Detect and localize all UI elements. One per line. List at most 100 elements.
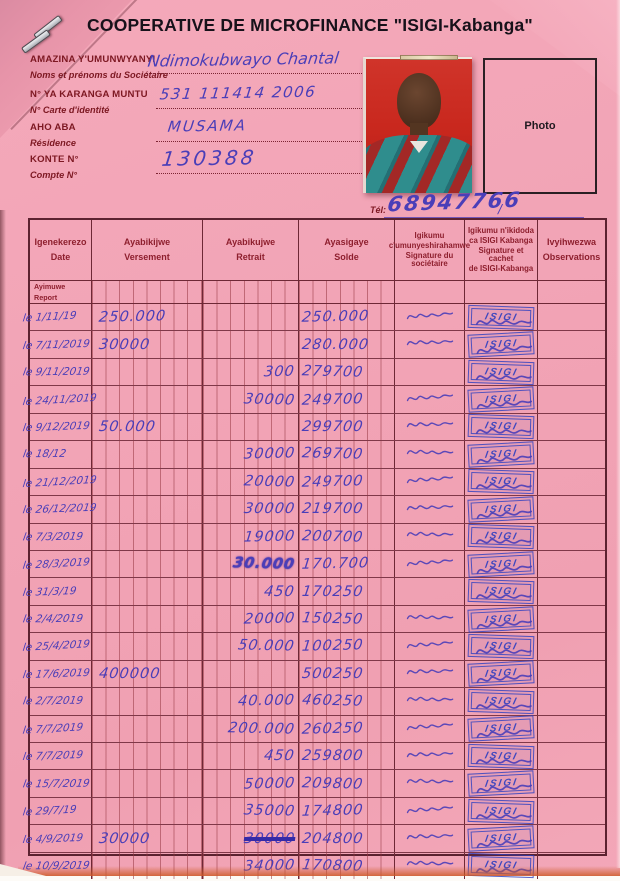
date-cell: le 10/9/2019	[22, 852, 92, 880]
table-row: le 29/7/19 35000 174800 ISIGI	[22, 797, 605, 826]
date-cell: le 2/7/2019	[22, 688, 92, 715]
member-signature	[404, 717, 455, 740]
observations-cell	[538, 743, 605, 769]
member-signature-cell	[395, 331, 465, 358]
member-signature-scribble	[406, 559, 453, 566]
member-signature	[404, 306, 455, 329]
page-title: COOPERATIVE DE MICROFINANCE "ISIGI-Kaban…	[87, 15, 533, 35]
table-row: le 17/6/2019 400000 500250 ISIGI	[22, 660, 605, 689]
deposit-cell	[92, 550, 203, 578]
date-handwritten: le 7/7/2019	[22, 721, 84, 737]
table-row: le 26/12/2019 30000 219700 ISIGI	[22, 496, 605, 524]
member-signature	[404, 854, 455, 877]
member-signature-scribble	[475, 429, 532, 435]
member-signature-scribble	[406, 532, 453, 537]
member-signature	[404, 553, 455, 576]
observations-cell	[538, 469, 605, 495]
photo-person-head	[397, 73, 441, 129]
date-handwritten: le 26/12/2019	[21, 502, 98, 517]
table-row: le 7/7/2019 200.000 260250 ISIGI	[22, 715, 605, 743]
member-signature-scribble	[406, 861, 453, 866]
withdrawal-handwritten: 50000	[242, 775, 297, 793]
date-cell: le 28/3/2019	[22, 550, 92, 578]
observations-cell	[538, 578, 605, 604]
date-cell: le 29/7/19	[22, 797, 92, 825]
member-signature-cell	[395, 770, 465, 797]
balance-cell: 249700	[299, 386, 395, 413]
observations-cell	[538, 688, 605, 714]
member-signature-scribble	[475, 648, 532, 654]
date-handwritten: le 15/7/2019	[21, 777, 91, 791]
member-signature-cell	[395, 468, 465, 496]
member-name-handwritten: Ndimokubwayo Chantal	[146, 48, 340, 71]
table-row: le 28/3/2019 30.000 170.700 ISIGI	[22, 550, 605, 579]
date-cell: le 7/7/2019	[22, 743, 92, 770]
field-member-name: AMAZINA Y'UMUNWYANYI Ndimokubwayo Chanta…	[30, 48, 370, 80]
member-signature	[404, 607, 455, 630]
member-signature-scribble	[475, 703, 532, 709]
dotted-line	[156, 172, 370, 174]
isigi-stamp: ISIGI	[467, 633, 535, 660]
balance-handwritten: 170250	[300, 583, 365, 600]
member-signature	[405, 746, 455, 767]
table-row: le 15/7/2019 50000 209800 ISIGI	[22, 770, 605, 798]
balance-handwritten: 200700	[300, 528, 365, 546]
dotted-line	[156, 140, 370, 142]
date-handwritten: le 10/9/2019	[21, 859, 91, 873]
date-cell: le 2/4/2019	[22, 605, 92, 633]
member-signature-scribble	[406, 449, 453, 455]
date-handwritten: le 25/4/2019	[22, 638, 91, 655]
member-signature	[404, 470, 455, 493]
balance-handwritten: 250.000	[300, 308, 371, 326]
member-signature-scribble	[406, 696, 453, 702]
withdrawal-handwritten: 450	[263, 748, 297, 765]
table-header-row: Igenekerezo Date Ayabikijwe Versement Ayabik…	[30, 220, 605, 281]
isigi-stamp: ISIGI	[467, 578, 535, 605]
balance-handwritten: 260250	[300, 720, 365, 738]
withdrawal-handwritten: 40.000	[237, 692, 297, 710]
column-header-0: Igenekerezo Date	[30, 220, 92, 280]
balance-handwritten: 279700	[300, 363, 365, 381]
balance-handwritten: 150250	[300, 610, 365, 628]
balance-cell: 299700	[299, 413, 395, 441]
member-signature-scribble	[476, 729, 532, 739]
withdrawal-cell: 19000	[203, 523, 299, 550]
isigi-stamp-cell: ISIGI	[465, 633, 538, 660]
field-label-kirundi: AHO ABA	[30, 122, 76, 133]
member-signature	[404, 388, 455, 411]
withdrawal-cell: 50000	[203, 770, 299, 797]
isigi-stamp-cell: ISIGI	[465, 441, 538, 468]
field-id-card: N° YA KARANGA MUNTU 531 111414 2006 N° C…	[30, 83, 370, 115]
date-handwritten: le 9/11/2019	[21, 365, 91, 379]
table-row: le 25/4/2019 50.000 100250 ISIGI	[22, 633, 605, 661]
table-row: le 18/12 30000 269700 ISIGI	[22, 441, 605, 469]
date-handwritten: le 7/7/2019	[21, 749, 84, 764]
date-handwritten: le 7/3/2019	[21, 530, 84, 544]
date-handwritten: le 1/11/19	[22, 309, 78, 325]
withdrawal-handwritten: 300	[263, 363, 296, 381]
balance-handwritten: 460250	[300, 692, 365, 711]
column-header-5: Igikumu n'ikidoda ca ISIGI Kabanga Signatu…	[465, 220, 538, 280]
balance-handwritten: 170.700	[300, 555, 371, 573]
member-signature-scribble	[476, 674, 532, 684]
date-cell: le 21/12/2019	[22, 468, 97, 496]
member-signature-scribble	[476, 784, 532, 794]
isigi-stamp-cell: ISIGI	[465, 468, 538, 496]
isigi-stamp-cell: ISIGI	[465, 523, 538, 550]
withdrawal-cell: 450	[203, 743, 299, 770]
balance-handwritten: 269700	[300, 445, 365, 464]
member-signature-scribble	[406, 723, 453, 731]
deposit-cell	[92, 523, 203, 550]
date-cell: le 25/4/2019	[22, 633, 92, 660]
member-signature-scribble	[406, 422, 453, 428]
withdrawal-handwritten: 450	[263, 583, 297, 600]
balance-cell: 269700	[299, 441, 395, 468]
table-row: le 31/3/19 450 170250 ISIGI	[22, 578, 605, 606]
member-signature-cell	[395, 578, 465, 605]
date-cell: le 9/12/2019	[22, 413, 92, 441]
observations-cell	[538, 770, 605, 796]
member-signature-cell	[395, 413, 465, 441]
date-handwritten: le 17/6/2019	[21, 666, 91, 682]
withdrawal-cell	[203, 304, 299, 331]
